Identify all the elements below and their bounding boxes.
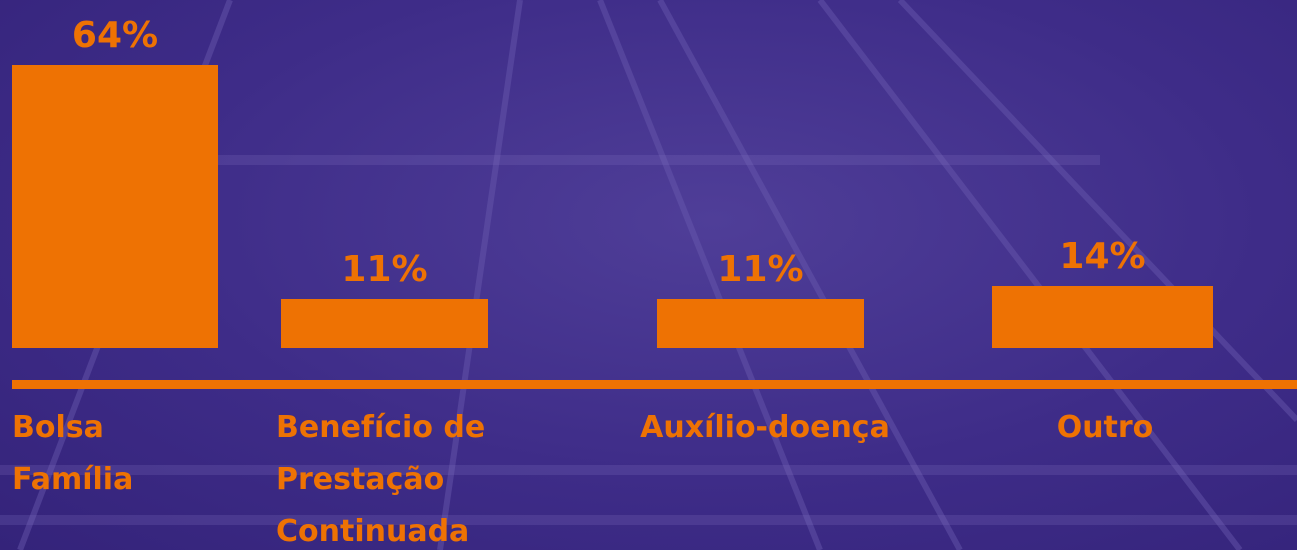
value-label: 64% bbox=[15, 15, 215, 56]
bar bbox=[12, 65, 218, 348]
value-label: 11% bbox=[285, 249, 485, 290]
category-label: Outro bbox=[960, 402, 1250, 454]
value-label: 14% bbox=[1003, 236, 1203, 277]
category-label: Benefício de Prestação Continuada bbox=[276, 402, 546, 550]
bar bbox=[992, 286, 1213, 348]
axis-line bbox=[12, 380, 1297, 389]
chart: 64% Bolsa Família 11% Benefício de Prestaçã… bbox=[0, 0, 1297, 550]
value-label: 11% bbox=[661, 249, 861, 290]
category-label: Auxílio-doença bbox=[590, 402, 940, 454]
bar bbox=[657, 299, 864, 348]
bar bbox=[281, 299, 488, 348]
category-label: Bolsa Família bbox=[12, 402, 202, 506]
